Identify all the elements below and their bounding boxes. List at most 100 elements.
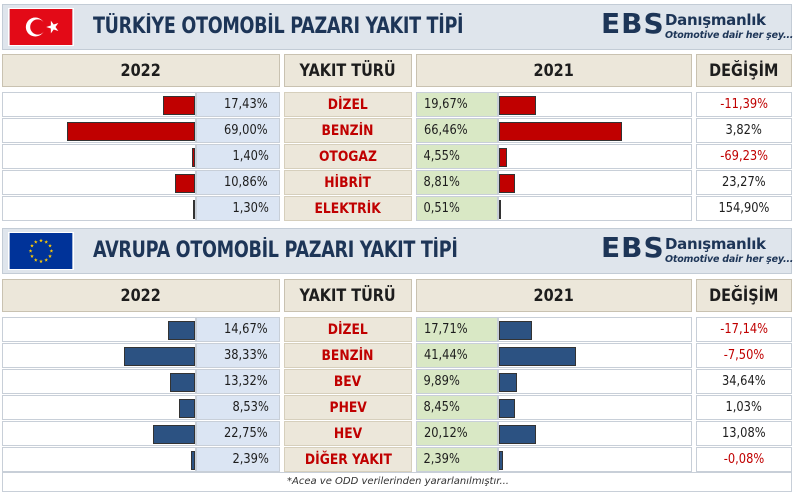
fuel-type-label: BENZİN — [284, 343, 412, 368]
europe-title-bar: AVRUPA OTOMOBİL PAZARI YAKIT TİPİ EBS Da… — [2, 228, 793, 274]
fuel-type-text: HİBRİT — [324, 174, 372, 191]
value-2021: 9,89% — [416, 369, 498, 394]
value-2022-label: 14,67% — [224, 322, 269, 337]
change-value: -0,08% — [696, 447, 792, 472]
bar-cell-2021 — [498, 317, 692, 342]
bar-cell-2022 — [2, 170, 196, 195]
fuel-type-text: HEV — [333, 425, 363, 442]
eu-flag-star — [48, 243, 52, 248]
turkiye-title-bar: TÜRKİYE OTOMOBİL PAZARI YAKIT TİPİ EBS D… — [2, 4, 794, 50]
change-value: 154,90% — [696, 196, 792, 221]
value-2021-label: 2,39% — [423, 452, 460, 467]
fuel-type-text: DİZEL — [327, 321, 369, 338]
value-2022-label: 1,40% — [232, 149, 269, 164]
fuel-type-label: ELEKTRİK — [284, 196, 412, 221]
bar-2022-hev — [152, 425, 195, 444]
bar-2022-di̇zel — [162, 96, 195, 115]
change-value: 34,64% — [696, 369, 792, 394]
value-2021: 17,71% — [416, 317, 498, 342]
ebs-logo-tagline: Otomotive dair her şey... — [665, 30, 794, 41]
bar-cell-2022 — [2, 395, 196, 420]
eu-flag-star — [49, 249, 54, 253]
fuel-type-label: PHEV — [284, 395, 412, 420]
bar-cell-2022 — [2, 92, 196, 117]
bar-2022-hi̇bri̇t — [174, 174, 195, 193]
value-2021-label: 4,55% — [423, 149, 460, 164]
bar-2021-hev — [499, 425, 537, 444]
ebs-logo: EBS Danışmanlık Otomotive dair her şey..… — [601, 231, 793, 270]
value-2021-label: 19,67% — [423, 97, 468, 112]
europe-header-fuel-type: YAKIT TÜRÜ — [284, 279, 412, 312]
fuel-type-text: DİĞER YAKIT — [304, 451, 392, 468]
bar-cell-2022 — [2, 118, 196, 143]
value-2021: 19,67% — [416, 92, 498, 117]
bar-cell-2022 — [2, 144, 196, 169]
bar-2022-phev — [179, 399, 195, 418]
bar-cell-2022 — [2, 317, 196, 342]
change-value: -69,23% — [696, 144, 792, 169]
value-2021-label: 66,46% — [423, 123, 468, 138]
change-value-label: 1,03% — [725, 400, 763, 415]
value-2021-label: 9,89% — [423, 374, 460, 389]
eu-flag-star — [44, 239, 49, 244]
value-2021: 20,12% — [416, 421, 498, 446]
bar-2021-di̇zel — [499, 321, 532, 340]
bar-cell-2021 — [498, 196, 692, 221]
value-2022: 13,32% — [196, 369, 280, 394]
change-value: -17,14% — [696, 317, 792, 342]
value-2022: 69,00% — [196, 118, 280, 143]
fuel-type-label: BENZİN — [284, 118, 412, 143]
change-value-label: 34,64% — [722, 374, 766, 389]
bar-2021-benzi̇n — [499, 347, 576, 366]
change-value-label: 3,82% — [725, 123, 763, 138]
change-value: 23,27% — [696, 170, 792, 195]
bar-2022-di̇ğer yakit — [190, 451, 195, 470]
bar-2022-benzi̇n — [66, 122, 195, 141]
eu-flag-star — [44, 258, 49, 262]
change-value: -7,50% — [696, 343, 792, 368]
value-2022: 14,67% — [196, 317, 280, 342]
value-2022-label: 2,39% — [232, 452, 269, 467]
value-2022: 8,53% — [196, 395, 280, 420]
value-2021-label: 17,71% — [423, 322, 468, 337]
fuel-type-text: DİZEL — [327, 96, 369, 113]
fuel-type-label: HEV — [284, 421, 412, 446]
value-2021: 8,45% — [416, 395, 498, 420]
bar-2021-di̇zel — [499, 96, 536, 115]
value-2022: 1,30% — [196, 196, 280, 221]
change-value: 13,08% — [696, 421, 792, 446]
eu-flag-star — [33, 258, 38, 262]
bar-2022-benzi̇n — [123, 347, 195, 366]
value-2021-label: 8,81% — [423, 175, 460, 190]
change-value-label: -11,39% — [720, 97, 768, 112]
bar-cell-2021 — [498, 118, 692, 143]
value-2021: 2,39% — [416, 447, 498, 472]
bar-cell-2021 — [498, 447, 692, 472]
value-2021: 41,44% — [416, 343, 498, 368]
value-2022: 38,33% — [196, 343, 280, 368]
value-2021-label: 41,44% — [423, 348, 468, 363]
value-2022-label: 17,43% — [224, 97, 269, 112]
bar-cell-2021 — [498, 369, 692, 394]
bar-cell-2021 — [498, 144, 692, 169]
eu-flag-star — [39, 259, 43, 264]
fuel-type-label: OTOGAZ — [284, 144, 412, 169]
value-2022: 2,39% — [196, 447, 280, 472]
eu-flag-icon — [8, 232, 74, 270]
value-2022-label: 1,30% — [232, 201, 269, 216]
ebs-logo-mark: EBS — [601, 231, 665, 264]
fuel-type-text: OTOGAZ — [319, 148, 377, 165]
eu-flag-star — [48, 254, 52, 258]
europe-chart-title: AVRUPA OTOMOBİL PAZARI YAKIT TİPİ — [93, 238, 458, 263]
change-value-label: -0,08% — [723, 452, 765, 467]
change-value: 1,03% — [696, 395, 792, 420]
bar-cell-2022 — [2, 196, 196, 221]
change-value: 3,82% — [696, 118, 792, 143]
europe-header-change: DEĞİŞİM — [696, 279, 792, 312]
eu-flag-star — [30, 254, 34, 258]
ebs-logo-brand: Danışmanlık — [665, 11, 766, 29]
bar-2021-di̇ğer yakit — [499, 451, 504, 470]
bar-cell-2021 — [498, 92, 692, 117]
fuel-type-text: BENZİN — [322, 347, 374, 364]
